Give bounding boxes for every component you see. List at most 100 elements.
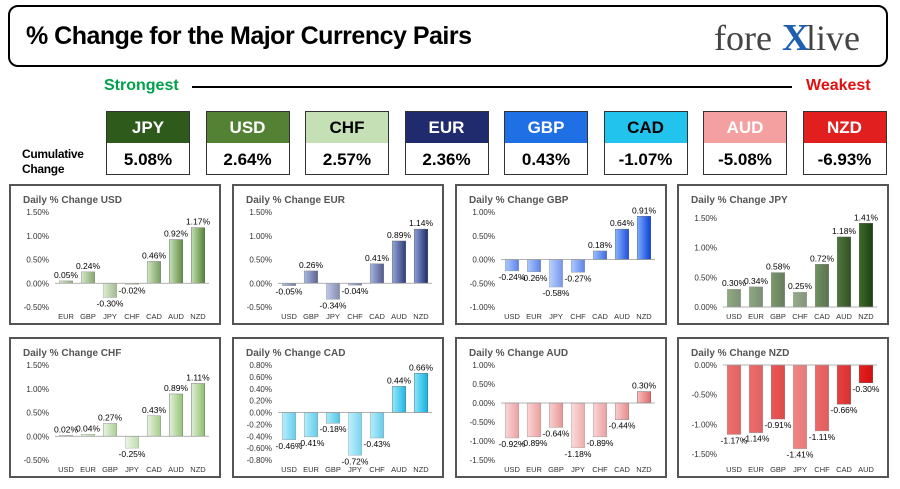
x-category-label: CAD xyxy=(592,312,608,321)
data-label: -0.25% xyxy=(119,449,146,459)
x-category-label: EUR xyxy=(526,465,542,474)
currency-code: EUR xyxy=(405,112,488,143)
data-label: 0.30% xyxy=(632,381,657,391)
forexlive-logo: fore X live xyxy=(714,17,860,59)
x-category-label: USD xyxy=(58,465,74,474)
x-category-label: EUR xyxy=(80,465,96,474)
y-tick-label: 1.50% xyxy=(694,214,717,223)
weakest-label: Weakest xyxy=(806,77,871,94)
x-category-label: EUR xyxy=(748,312,764,321)
x-category-label: GBP xyxy=(102,465,118,474)
currency-code: NZD xyxy=(803,112,886,143)
currency-cumulative-value: -6.93% xyxy=(817,150,872,169)
x-category-label: CHF xyxy=(347,312,363,321)
x-category-label: JPY xyxy=(125,465,139,474)
currency-box-nzd: NZD -6.93% xyxy=(802,111,887,175)
data-label: 0.25% xyxy=(788,281,813,291)
y-tick-label: 0.40% xyxy=(249,385,272,394)
data-label: 0.24% xyxy=(76,261,101,271)
currency-box-chf: CHF 2.57% xyxy=(305,111,389,175)
y-tick-label: -1.00% xyxy=(470,437,495,446)
bar-jpy xyxy=(124,436,140,449)
data-label: -0.26% xyxy=(521,273,548,283)
bar-gbp xyxy=(548,402,564,428)
bar-gbp xyxy=(102,423,118,437)
y-tick-label: 0.00% xyxy=(694,303,717,312)
data-label: -1.14% xyxy=(743,434,770,444)
data-label: 0.72% xyxy=(810,253,835,263)
bar-aud xyxy=(836,236,852,308)
currency-box-usd: USD 2.64% xyxy=(205,111,290,175)
x-category-label: AUD xyxy=(391,465,407,474)
x-category-label: GBP xyxy=(770,465,786,474)
chart-title: Daily % Change NZD xyxy=(691,348,789,359)
bar-nzd xyxy=(858,223,874,308)
data-label: 1.17% xyxy=(186,217,211,227)
data-label: -1.11% xyxy=(809,432,836,442)
logo-text-right: live xyxy=(806,18,860,58)
chart-panel: Daily % Change CAD 0.80% 0.60% 0.40% 0.20% 0.… xyxy=(232,337,444,478)
bar-usd xyxy=(726,288,742,308)
data-label: 1.18% xyxy=(832,226,857,236)
x-category-label: USD xyxy=(726,465,742,474)
y-tick-label: -0.40% xyxy=(247,432,272,441)
bar-cad xyxy=(836,364,852,405)
data-label: 0.43% xyxy=(142,405,167,415)
header-banner: % Change for the Major Currency Pairs fo… xyxy=(8,5,888,67)
x-category-label: AUD xyxy=(168,312,184,321)
data-label: 0.05% xyxy=(54,270,79,280)
y-tick-label: 0.50% xyxy=(472,232,495,241)
currency-cumulative-value: -1.07% xyxy=(618,150,673,169)
chart-panel: Daily % Change AUD 1.00% 0.50% 0.00% -0.50% -… xyxy=(455,337,667,478)
y-tick-label: 0.00% xyxy=(26,279,49,288)
bar-jpy xyxy=(102,283,118,298)
y-tick-label: -1.50% xyxy=(692,450,717,459)
bar-aud xyxy=(168,239,184,284)
x-category-label: JPY xyxy=(348,465,362,474)
data-label: 0.30% xyxy=(722,278,747,288)
x-category-label: CHF xyxy=(369,465,385,474)
y-tick-label: -1.00% xyxy=(692,420,717,429)
chart-panel: Daily % Change NZD 0.00% -0.50% -1.00% -1.50… xyxy=(677,337,889,478)
currency-box-aud: AUD -5.08% xyxy=(703,111,787,175)
bar-usd xyxy=(281,412,297,441)
data-label: 0.44% xyxy=(387,375,412,385)
logo-text-left: fore xyxy=(714,18,772,58)
bar-jpy xyxy=(347,412,363,456)
bar-cad xyxy=(614,402,630,420)
data-label: 0.92% xyxy=(164,229,189,239)
y-tick-label: 1.00% xyxy=(26,385,49,394)
chart-title: Daily % Change EUR xyxy=(246,195,346,206)
x-category-label: AUD xyxy=(836,312,852,321)
x-category-label: EUR xyxy=(526,312,542,321)
bar-chart: Daily % Change CAD 0.80% 0.60% 0.40% 0.20% 0.… xyxy=(246,348,433,474)
bar-cad xyxy=(146,261,162,284)
data-label: 0.41% xyxy=(365,253,390,263)
data-label: 0.34% xyxy=(744,276,769,286)
chart-panel: Daily % Change GBP 1.00% 0.50% 0.00% -0.50% -… xyxy=(455,184,667,325)
bar-nzd xyxy=(413,373,429,413)
y-tick-label: 0.00% xyxy=(249,279,272,288)
chart-panel: Daily % Change EUR 1.50% 1.00% 0.50% 0.00% -0… xyxy=(232,184,444,325)
x-category-label: CHF xyxy=(792,312,808,321)
bar-usd xyxy=(726,364,742,435)
y-tick-label: 0.00% xyxy=(26,432,49,441)
bar-chart: Daily % Change AUD 1.00% 0.50% 0.00% -0.50% -… xyxy=(469,348,657,474)
data-label: -0.24% xyxy=(499,272,526,282)
data-label: 0.91% xyxy=(632,205,657,215)
data-label: -0.64% xyxy=(543,428,570,438)
x-category-label: CAD xyxy=(146,312,162,321)
bar-usd xyxy=(504,259,520,272)
cumulative-change-label: Cumulative Change xyxy=(22,147,84,176)
y-tick-label: 1.00% xyxy=(249,232,272,241)
bar-cad xyxy=(814,264,830,308)
bar-usd xyxy=(504,402,520,439)
y-tick-label: 0.00% xyxy=(249,409,272,418)
y-tick-label: 1.00% xyxy=(694,244,717,253)
x-category-label: AUD xyxy=(858,465,874,474)
x-category-label: AUD xyxy=(614,312,630,321)
y-tick-label: 0.50% xyxy=(249,256,272,265)
x-category-label: GBP xyxy=(80,312,96,321)
currency-cumulative-value: 2.57% xyxy=(322,150,372,169)
x-category-label: JPY xyxy=(326,312,340,321)
